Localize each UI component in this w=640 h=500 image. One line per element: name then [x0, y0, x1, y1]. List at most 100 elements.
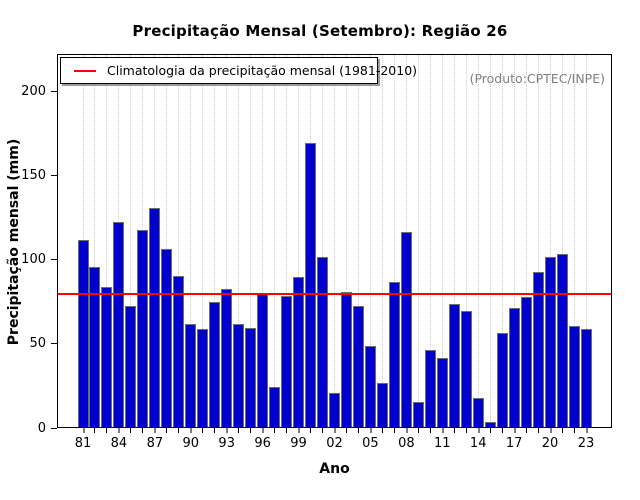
bar-2011 — [436, 358, 448, 427]
bar-1990 — [185, 324, 197, 427]
bar-2002 — [329, 393, 340, 427]
gridline-2013 — [465, 55, 467, 427]
legend-line-sample — [74, 69, 96, 72]
x-tick-label-1987: 87 — [146, 436, 164, 451]
gridline-1983 — [106, 55, 108, 427]
gridline-2004 — [357, 55, 359, 427]
bar-2004 — [352, 305, 364, 427]
x-tick-2002 — [334, 428, 336, 433]
x-tick-2016 — [501, 428, 503, 433]
bar-2010 — [424, 349, 436, 427]
x-tick-2003 — [345, 428, 347, 433]
x-tick-2008 — [405, 428, 408, 433]
x-tick-2001 — [322, 428, 324, 433]
x-tick-label-1993: 93 — [218, 436, 235, 451]
legend-label: Climatologia da precipitação mensal (198… — [107, 63, 418, 78]
x-tick-label-1990: 90 — [182, 436, 200, 451]
x-tick-label-1981: 81 — [74, 436, 92, 451]
bar-2020 — [544, 257, 556, 427]
bar-1988 — [161, 248, 173, 427]
chart-title: Precipitação Mensal (Setembro): Região 2… — [132, 22, 508, 40]
gridline-1990 — [190, 55, 192, 427]
x-tick-2017 — [513, 428, 516, 433]
y-tick-100 — [51, 259, 57, 261]
plot-area: (Produto:CPTEC/INPE) Climatologia da pre… — [57, 54, 612, 428]
climatology-line — [58, 292, 611, 295]
x-tick-2013 — [465, 428, 467, 433]
gridline-2011 — [441, 55, 443, 427]
bar-2019 — [532, 272, 544, 427]
x-tick-2021 — [561, 428, 563, 433]
x-tick-2000 — [310, 428, 312, 433]
bar-2018 — [520, 297, 532, 427]
bar-1994 — [233, 324, 245, 427]
y-tick-200 — [51, 90, 57, 92]
gridline-1999 — [298, 55, 300, 427]
gridline-1995 — [250, 55, 252, 427]
bar-1982 — [89, 267, 101, 427]
x-tick-1996 — [262, 428, 265, 433]
bar-1995 — [245, 327, 257, 427]
x-tick-1982 — [94, 428, 96, 433]
gridline-2017 — [513, 55, 515, 427]
x-tick-label-2020: 20 — [541, 436, 559, 451]
x-tick-1997 — [274, 428, 276, 433]
bar-2016 — [496, 332, 508, 427]
y-tick-150 — [51, 175, 57, 176]
bar-2015 — [484, 421, 496, 427]
gridline-2012 — [453, 55, 455, 427]
gridline-2022 — [573, 55, 575, 427]
x-tick-label-2008: 08 — [398, 436, 415, 451]
source-annotation: (Produto:CPTEC/INPE) — [469, 71, 605, 86]
bar-2013 — [460, 310, 472, 427]
x-tick-label-2011: 11 — [434, 436, 451, 451]
legend-box: Climatologia da precipitação mensal (198… — [60, 57, 417, 84]
bar-1998 — [281, 295, 293, 427]
x-tick-label-1999: 99 — [290, 436, 307, 451]
x-tick-2009 — [417, 428, 419, 433]
x-tick-1985 — [130, 428, 132, 433]
bar-1987 — [149, 208, 161, 427]
gridline-2007 — [393, 55, 395, 427]
y-tick-label-200: 200 — [21, 83, 46, 99]
y-tick-label-100: 100 — [21, 252, 46, 268]
x-tick-1991 — [202, 428, 204, 433]
x-tick-2020 — [549, 428, 552, 433]
gridline-1996 — [262, 55, 264, 427]
x-tick-1986 — [142, 428, 144, 433]
x-tick-1992 — [214, 428, 216, 433]
bar-2022 — [568, 326, 580, 427]
gridline-2006 — [381, 55, 383, 427]
y-tick-label-0: 0 — [37, 420, 46, 436]
bar-1986 — [137, 230, 149, 427]
x-tick-label-1984: 84 — [110, 436, 128, 451]
bar-1992 — [209, 302, 221, 427]
x-tick-1994 — [238, 428, 240, 433]
x-tick-label-2014: 14 — [469, 436, 487, 451]
bar-2023 — [580, 329, 592, 427]
bar-2012 — [448, 304, 460, 427]
gridline-2016 — [501, 55, 503, 427]
x-tick-1987 — [154, 428, 157, 433]
gridline-2005 — [369, 55, 371, 427]
x-tick-1998 — [286, 428, 288, 433]
x-tick-2023 — [585, 428, 588, 433]
x-tick-1983 — [106, 428, 108, 433]
y-tick-50 — [51, 343, 57, 345]
bar-1985 — [125, 305, 137, 427]
plot-inner: (Produto:CPTEC/INPE) Climatologia da pre… — [58, 55, 611, 427]
bar-2008 — [400, 231, 412, 427]
gridline-1994 — [238, 55, 240, 427]
bar-1997 — [269, 386, 281, 427]
gridline-2019 — [537, 55, 539, 427]
x-tick-2022 — [573, 428, 575, 433]
x-tick-1993 — [226, 428, 229, 433]
x-tick-2015 — [489, 428, 491, 433]
bar-1989 — [173, 275, 185, 427]
x-tick-1999 — [298, 428, 301, 433]
x-tick-2019 — [537, 428, 539, 433]
bar-2006 — [376, 383, 388, 427]
x-tick-1995 — [250, 428, 252, 433]
x-tick-2012 — [453, 428, 455, 433]
bar-1996 — [257, 294, 269, 427]
